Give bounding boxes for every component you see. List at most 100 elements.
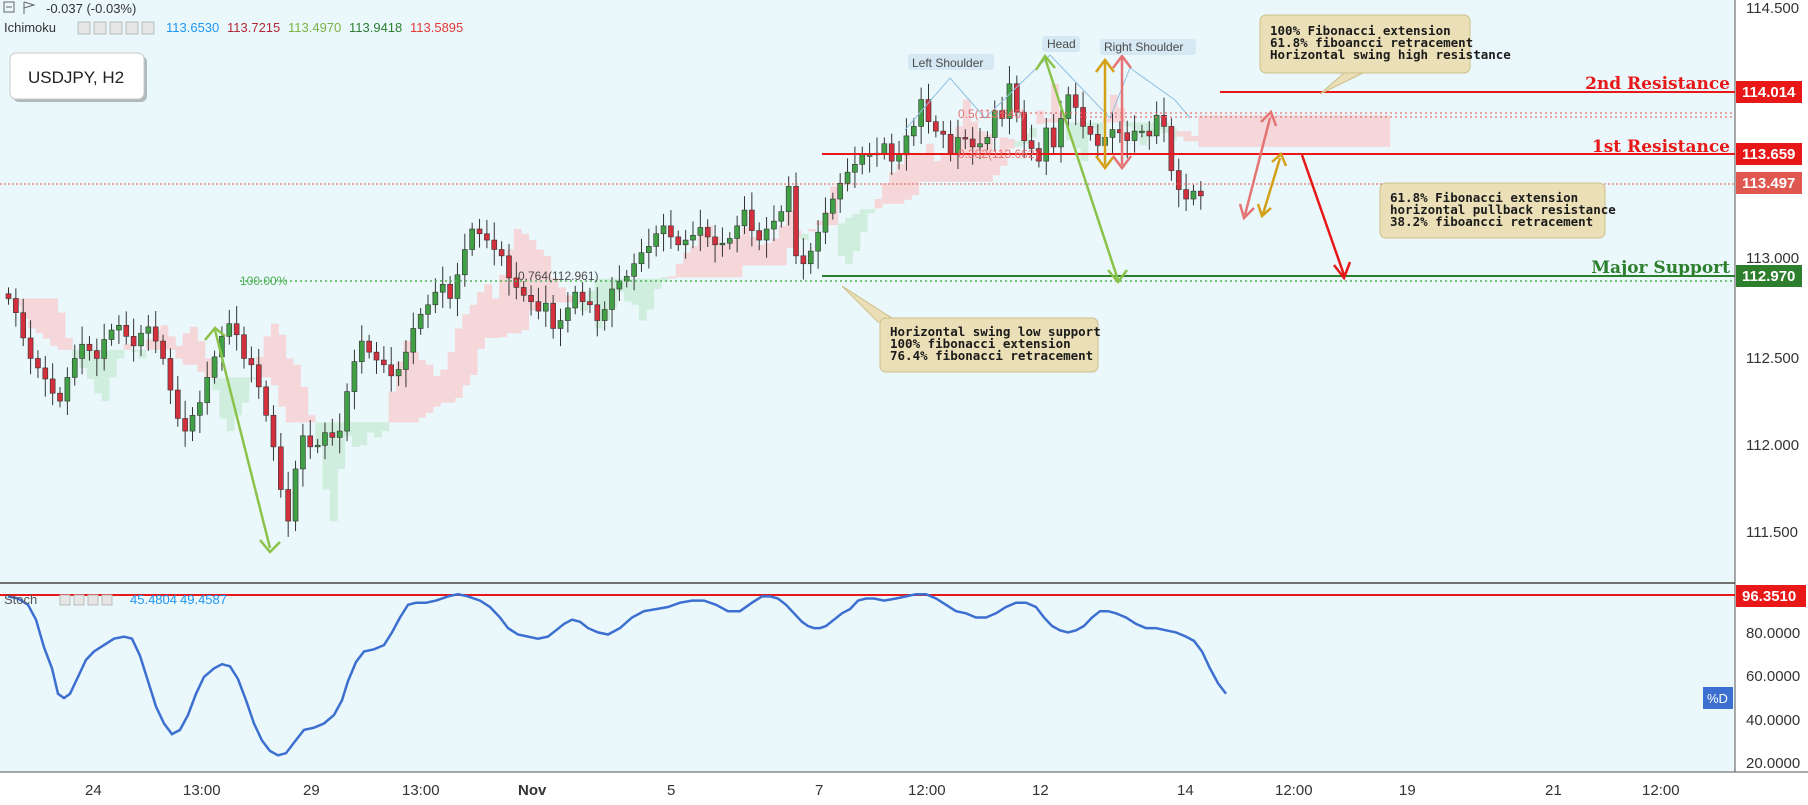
second-resistance-label: 2nd Resistance (1585, 74, 1730, 94)
y-tick-112500: 112.500 (1746, 350, 1799, 367)
candle-down (1087, 126, 1094, 135)
candle-down (933, 121, 939, 132)
badge-112970-bg (1736, 265, 1802, 287)
candle-down (925, 99, 932, 122)
cloud-segment (1043, 118, 1052, 123)
candle-up (1006, 83, 1013, 119)
remove-icon (109, 21, 123, 35)
candle-down (1198, 190, 1204, 197)
cloud-segment (1382, 115, 1391, 147)
cloud-segment (675, 263, 684, 278)
cloud-segment (499, 274, 507, 338)
candle-down (86, 343, 93, 351)
cloud-segment (35, 298, 44, 334)
badge-113497: 113.497 (1742, 175, 1795, 192)
cloud-segment (219, 378, 228, 419)
cloud-segment (1124, 122, 1133, 127)
head-shoulders-outline (904, 54, 1191, 131)
cloud-segment (756, 244, 765, 266)
candle-down (49, 378, 56, 394)
candle-down (506, 255, 512, 279)
badge-112970: 112.970 (1742, 268, 1795, 285)
annotation-3-line-1: Horizontal swing low support (890, 324, 1101, 339)
cloud-segment (307, 415, 316, 423)
candle-down (248, 358, 255, 366)
stoch-level-badge: 96.3510 (1742, 588, 1796, 605)
fib-0382-label: 0.382(113.662) (958, 147, 1039, 161)
cloud-segment (1301, 115, 1310, 147)
candle-up (336, 430, 343, 438)
candle-down (587, 301, 593, 306)
cloud-segment (167, 336, 176, 350)
candle-up (64, 377, 71, 402)
cloud-segment (212, 378, 220, 391)
cloud-segment (86, 349, 95, 379)
candle-down (174, 389, 181, 419)
symbol-label: USDJPY, H2 (28, 68, 124, 87)
cloud-segment (1051, 83, 1059, 123)
cloud-segment (933, 161, 942, 182)
x-tick-1300-b: 13:00 (402, 782, 440, 799)
ichimoku-value-1: 113.6530 (166, 20, 219, 35)
candle-up (542, 302, 549, 312)
cloud-segment (1161, 122, 1170, 133)
cloud-segment (800, 233, 809, 241)
candle-up (741, 209, 748, 227)
cloud-segment (403, 341, 412, 423)
x-tick-7: 7 (815, 782, 823, 799)
y-tick-113000: 113.000 (1746, 250, 1799, 267)
collapse-icon[interactable] (3, 1, 15, 13)
annotation-3[interactable]: Horizontal swing low support 100% fibona… (879, 317, 1101, 373)
candle-down (255, 364, 262, 388)
candle-up (292, 468, 299, 522)
candle-down (800, 255, 807, 265)
cloud-segment (778, 225, 787, 266)
annotation-1-line-2: 61.8% fiboancci retracement (1270, 35, 1473, 50)
cloud-segment (64, 337, 73, 350)
candle-up (358, 340, 365, 362)
cloud-segment (962, 99, 971, 182)
symbol-box[interactable]: USDJPY, H2 (9, 52, 147, 102)
cloud-segment (918, 153, 927, 182)
x-tick-1300-a: 13:00 (183, 782, 221, 799)
candle-up (977, 143, 983, 148)
flag-icon[interactable] (23, 1, 36, 14)
head-label: Head (1047, 37, 1076, 51)
cloud-segment (285, 358, 294, 423)
candle-up (322, 432, 328, 446)
cloud-segment (484, 284, 493, 338)
candle-up (572, 291, 579, 309)
x-tick-1200-c: 12:00 (1642, 782, 1680, 799)
cloud-segment (20, 298, 29, 319)
candle-up (881, 143, 888, 154)
cloud-segment (624, 278, 633, 302)
candle-up (138, 332, 144, 347)
candle-up (844, 171, 851, 184)
ichimoku-value-2: 113.7215 (227, 20, 280, 35)
ichimoku-value-5: 113.5895 (410, 20, 463, 35)
x-tick-24: 24 (85, 782, 102, 799)
cloud-segment (594, 278, 603, 329)
candle-down (1175, 170, 1182, 190)
first-resistance-label: 1st Resistance (1592, 137, 1730, 157)
indicator-controls[interactable] (77, 21, 155, 35)
time-axis-ticks: 24 13:00 29 13:00 Nov 5 7 12:00 12 14 12… (85, 782, 1680, 799)
candle-down (307, 435, 314, 448)
cloud-segment (1235, 115, 1243, 147)
annotation-1[interactable]: 100% Fibonacci extension 61.8% fiboancci… (1259, 14, 1511, 74)
annotation-2[interactable]: 61.8% Fibonacci extension horizontal pul… (1379, 182, 1616, 239)
candle-down (278, 446, 284, 490)
y-tick-111500: 111.500 (1746, 524, 1798, 541)
stoch-tick-40: 40.0000 (1746, 712, 1800, 729)
cloud-segment (270, 323, 279, 386)
y-tick-112000: 112.000 (1746, 437, 1799, 454)
candle-up (719, 242, 726, 246)
cloud-segment (381, 422, 390, 432)
cloud-segment (1249, 115, 1258, 147)
fib-100-label: 100.00% (240, 274, 288, 288)
candle-down (35, 358, 41, 369)
cloud-segment (72, 349, 81, 359)
cloud-segment (889, 172, 898, 204)
cloud-segment (94, 349, 103, 394)
